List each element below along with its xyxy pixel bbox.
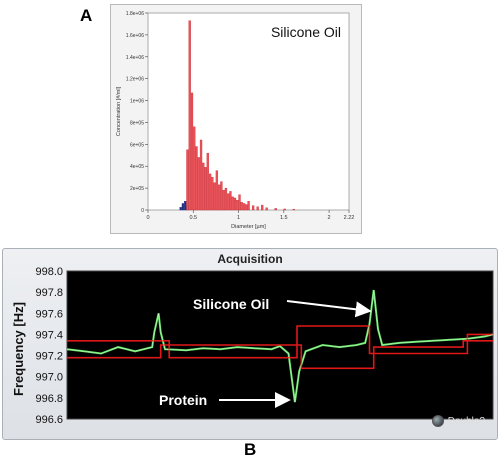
panel-letter-b: B: [244, 440, 257, 459]
acquisition-title: Acquisition: [217, 252, 283, 266]
red-bar: [242, 203, 246, 211]
red-bar: [292, 208, 295, 211]
x-tick-label: 0: [146, 215, 149, 221]
red-bar: [224, 187, 228, 211]
y-tick-label: 998.0: [35, 266, 63, 278]
red-bar: [222, 190, 225, 211]
y-tick-label: 997.2: [35, 351, 63, 363]
red-bar: [251, 205, 255, 211]
red-bar: [188, 20, 191, 211]
red-bar: [208, 173, 212, 211]
red-bar: [202, 162, 205, 211]
protein-label: Protein: [159, 392, 207, 408]
panel-a-chart-frame: 0 2e+05 4e+05 6e+05 8e+05 1e+06 1.2e+06 1.4e+06…: [110, 4, 362, 234]
blue-bar: [184, 201, 187, 211]
frequency-trace-chart: 996.6 996.8 997.0 997.2 997.4 997.6 997.8 998.0…: [11, 266, 494, 426]
red-bar: [186, 149, 189, 211]
red-bar: [231, 196, 234, 211]
y-tick-label: 997.0: [35, 372, 63, 384]
red-bar: [199, 139, 203, 211]
y-tick-label: 1.6e+06: [126, 33, 144, 39]
silicone-oil-annotation: Silicone Oil: [271, 24, 341, 40]
red-bar: [218, 184, 221, 211]
red-bar: [265, 207, 268, 211]
red-bar: [206, 152, 209, 211]
radio-indicator-icon[interactable]: [431, 415, 444, 427]
red-bar: [236, 199, 239, 211]
x-tick-label: 1.5: [280, 215, 288, 221]
y-tick-label: 1.4e+06: [126, 55, 144, 61]
red-bar: [193, 126, 196, 211]
red-bar: [213, 182, 216, 211]
blue-bar: [181, 203, 185, 211]
y-tick-label: 997.6: [35, 308, 63, 320]
red-bar: [197, 157, 200, 211]
histogram-plot-area: [147, 12, 350, 211]
red-bar: [238, 194, 241, 211]
red-bar: [240, 202, 243, 211]
green-trace-highlight: [66, 289, 494, 403]
red-bar: [211, 177, 214, 211]
y-tick-label: 996.6: [35, 414, 63, 426]
red-bar: [190, 92, 194, 211]
y-tick-label: 2e+05: [130, 186, 144, 192]
y-tick-label: 1.8e+06: [126, 11, 144, 17]
x-tick-label: 0.5: [189, 215, 197, 221]
silicone-oil-arrow: [286, 300, 372, 318]
red-bar: [245, 204, 248, 211]
red-bar: [283, 208, 286, 211]
red-bar: [227, 193, 230, 211]
red-frequency-trace: [67, 340, 493, 370]
red-bar: [274, 208, 277, 211]
silicone-oil-histogram: 0 2e+05 4e+05 6e+05 8e+05 1e+06 1.2e+06 1.4e+06…: [116, 11, 355, 230]
y-tick-label: 8e+05: [130, 120, 144, 126]
panel-b-acquisition: Acquisition 996.6 996.8 997.0 997.2 997.4 997…: [2, 248, 498, 440]
red-bar: [229, 191, 232, 211]
blue-bar: [179, 207, 182, 211]
y-tick-label: 1.2e+06: [126, 77, 144, 83]
red-bar: [233, 197, 237, 211]
red-bar: [256, 206, 259, 211]
red-bar: [215, 170, 219, 211]
red-bar: [261, 204, 264, 211]
y-tick-label: 4e+05: [130, 164, 144, 170]
x-tick-label: 2: [328, 215, 331, 221]
red-bar: [204, 167, 207, 211]
y-axis-label: Frequency [Hz]: [11, 302, 26, 396]
silicone-oil-label: Silicone Oil: [193, 296, 269, 312]
y-tick-label: 0: [141, 208, 144, 214]
double-checkbox[interactable]: Double?: [431, 415, 485, 427]
x-tick-label: 1: [237, 215, 240, 221]
y-tick-label: 997.8: [35, 287, 63, 299]
red-bar: [195, 146, 198, 211]
y-tick-label: 1e+06: [130, 99, 144, 105]
y-tick-label: 6e+05: [130, 142, 144, 148]
y-tick-label: 996.8: [35, 393, 63, 405]
y-tick-label: 997.4: [35, 329, 63, 341]
x-axis-label: Diameter [µm]: [231, 224, 266, 230]
y-axis-label: Concentration [#/ml]: [116, 86, 122, 136]
panel-letter-a: A: [80, 6, 93, 25]
x-tick-label: 2.22: [344, 215, 355, 221]
double-checkbox-label: Double?: [447, 415, 485, 427]
red-bar: [220, 181, 223, 211]
red-bar: [247, 201, 250, 211]
